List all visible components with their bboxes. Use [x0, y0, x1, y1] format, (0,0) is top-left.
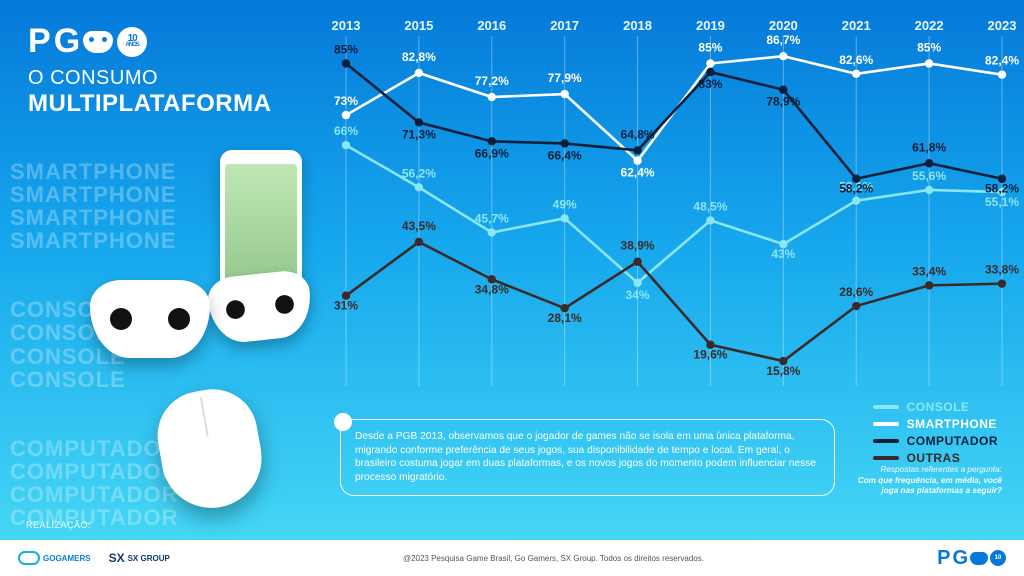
svg-text:62,4%: 62,4% [621, 166, 655, 180]
svg-text:28,1%: 28,1% [548, 311, 582, 325]
controller-icon [83, 31, 113, 53]
svg-text:2023: 2023 [988, 18, 1017, 33]
legend-item-console: CONSOLE [873, 400, 998, 414]
svg-text:33,8%: 33,8% [985, 263, 1019, 277]
svg-text:2021: 2021 [842, 18, 871, 33]
legend-label: CONSOLE [907, 400, 970, 414]
svg-text:66,9%: 66,9% [475, 146, 509, 160]
svg-text:64,8%: 64,8% [621, 127, 655, 141]
realizacao-label: REALIZAÇÃO: [26, 520, 91, 530]
svg-text:77,2%: 77,2% [475, 74, 509, 88]
svg-text:28,6%: 28,6% [839, 285, 873, 299]
svg-text:83%: 83% [698, 77, 722, 91]
anniversary-badge: 10 ANOS [117, 27, 147, 57]
footer-pgb-logo: PG10 [937, 547, 1006, 570]
svg-text:2018: 2018 [623, 18, 652, 33]
badge-text: ANOS [125, 43, 138, 48]
svg-text:56,2%: 56,2% [402, 166, 436, 180]
header: P G 10 ANOS O CONSUMO MULTIPLATAFORMA [28, 22, 271, 118]
svg-text:55,1%: 55,1% [985, 195, 1019, 209]
svg-text:82,6%: 82,6% [839, 53, 873, 67]
controller-icon [90, 280, 210, 358]
legend-label: OUTRAS [907, 451, 961, 465]
svg-text:48,5%: 48,5% [693, 199, 727, 213]
legend-swatch [873, 439, 899, 443]
svg-text:71,3%: 71,3% [402, 127, 436, 141]
chart-legend: CONSOLE SMARTPHONE COMPUTADOR OUTRAS [873, 397, 998, 468]
device-illustrations [90, 150, 310, 470]
svg-text:2017: 2017 [550, 18, 579, 33]
svg-text:61,8%: 61,8% [912, 140, 946, 154]
svg-text:2020: 2020 [769, 18, 798, 33]
legend-label: SMARTPHONE [907, 417, 997, 431]
legend-item-smartphone: SMARTPHONE [873, 417, 998, 431]
svg-text:43,5%: 43,5% [402, 219, 436, 233]
legend-item-outras: OUTRAS [873, 451, 998, 465]
slide: P G 10 ANOS O CONSUMO MULTIPLATAFORMA SM… [0, 0, 1024, 540]
legend-swatch [873, 456, 899, 460]
anniversary-badge: 10 [990, 550, 1006, 566]
svg-text:34%: 34% [626, 288, 650, 302]
svg-text:2022: 2022 [915, 18, 944, 33]
svg-text:78,9%: 78,9% [766, 95, 800, 109]
legend-item-computador: COMPUTADOR [873, 434, 998, 448]
svg-text:82,4%: 82,4% [985, 54, 1019, 68]
svg-text:34,8%: 34,8% [475, 282, 509, 296]
svg-text:49%: 49% [553, 197, 577, 211]
svg-text:2019: 2019 [696, 18, 725, 33]
survey-question-note: Respostas referentes a pergunta:Com que … [852, 465, 1002, 496]
legend-swatch [873, 405, 899, 409]
svg-text:2015: 2015 [404, 18, 433, 33]
svg-text:85%: 85% [917, 41, 941, 55]
svg-text:15,8%: 15,8% [766, 364, 800, 378]
legend-label: COMPUTADOR [907, 434, 998, 448]
svg-text:38,9%: 38,9% [621, 239, 655, 253]
svg-text:2016: 2016 [477, 18, 506, 33]
svg-text:33,4%: 33,4% [912, 264, 946, 278]
svg-text:85%: 85% [334, 43, 358, 57]
svg-text:58,2%: 58,2% [839, 182, 873, 196]
svg-text:86,7%: 86,7% [766, 33, 800, 47]
svg-text:19,6%: 19,6% [693, 348, 727, 362]
logo-pgb: P G 10 ANOS [28, 22, 271, 61]
svg-text:73%: 73% [334, 94, 358, 108]
bg-word: COMPUTADOR [10, 483, 178, 506]
multiline-chart: 2013201520162017201820192020202120222023… [340, 14, 1008, 394]
svg-text:31%: 31% [334, 299, 358, 313]
title-line-2: MULTIPLATAFORMA [28, 90, 271, 118]
title-line-1: O CONSUMO [28, 67, 271, 90]
copyright-text: @2023 Pesquisa Game Brasil, Go Gamers, S… [170, 554, 937, 563]
logo-letter-g: G [54, 22, 79, 61]
svg-text:82,8%: 82,8% [402, 50, 436, 64]
svg-text:45,7%: 45,7% [475, 211, 509, 225]
svg-text:77,9%: 77,9% [548, 71, 582, 85]
legend-swatch [873, 422, 899, 426]
footnote-text: Desde a PGB 2013, observamos que o jogad… [355, 431, 816, 483]
svg-text:58,2%: 58,2% [985, 182, 1019, 196]
logo-letter-p: P [28, 22, 50, 61]
svg-text:85%: 85% [698, 41, 722, 55]
svg-text:55,6%: 55,6% [912, 169, 946, 183]
svg-text:43%: 43% [771, 247, 795, 261]
footnote-box: Desde a PGB 2013, observamos que o jogad… [340, 419, 835, 496]
controller-icon [970, 552, 988, 565]
svg-text:2013: 2013 [332, 18, 361, 33]
svg-text:66,4%: 66,4% [548, 148, 582, 162]
svg-text:66%: 66% [334, 124, 358, 138]
controller-icon [206, 269, 314, 346]
